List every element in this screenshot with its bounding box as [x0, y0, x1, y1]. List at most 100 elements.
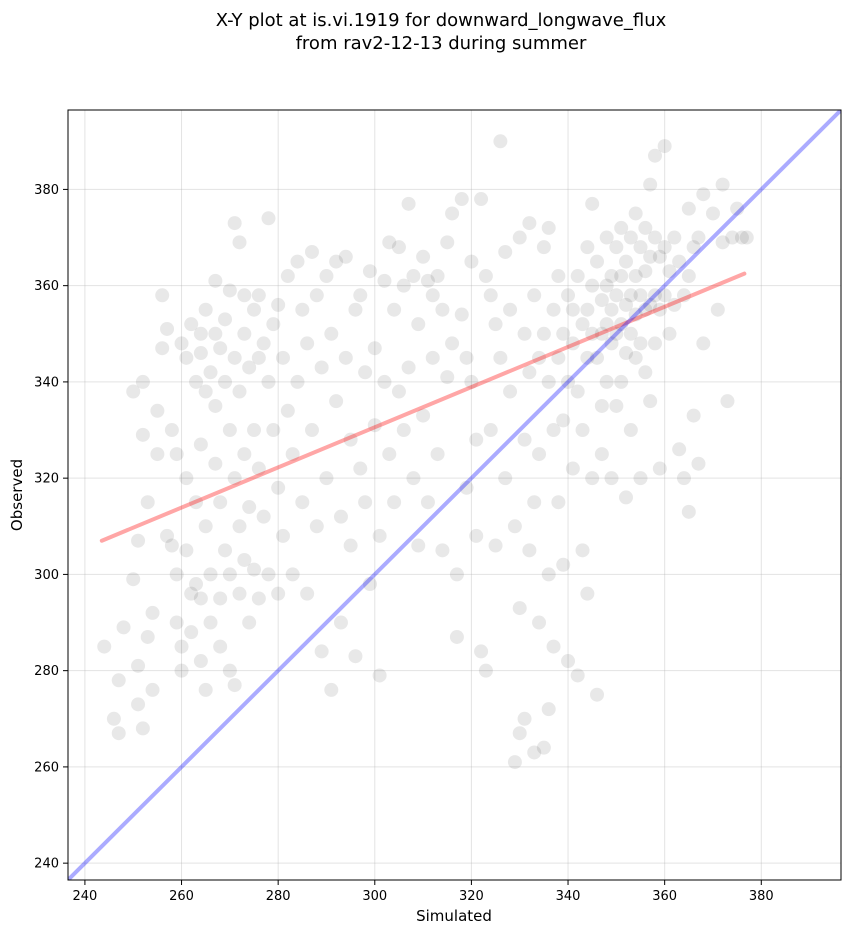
data-point	[411, 317, 426, 332]
data-point	[575, 543, 590, 558]
data-point	[401, 360, 416, 375]
data-point	[459, 350, 474, 365]
data-point	[681, 201, 696, 216]
data-point	[580, 586, 595, 601]
x-tick-label: 280	[266, 889, 291, 904]
data-point	[198, 682, 213, 697]
data-point	[478, 269, 493, 284]
data-point	[227, 216, 242, 231]
data-point	[155, 288, 170, 303]
data-point	[319, 269, 334, 284]
data-point	[628, 350, 643, 365]
data-point	[609, 398, 624, 413]
data-point	[193, 346, 208, 361]
data-point	[657, 139, 672, 154]
data-point	[208, 326, 223, 341]
x-tick-label: 340	[556, 889, 581, 904]
x-axis-label: Simulated	[416, 907, 492, 925]
data-point	[512, 230, 527, 245]
data-point	[638, 365, 653, 380]
data-point	[314, 360, 329, 375]
data-point	[541, 220, 556, 235]
data-point	[411, 538, 426, 553]
data-point	[580, 240, 595, 255]
data-point	[184, 586, 199, 601]
data-point	[111, 726, 126, 741]
data-point	[561, 288, 576, 303]
data-point	[169, 567, 184, 582]
data-point	[734, 230, 749, 245]
data-point	[111, 673, 126, 688]
data-point	[237, 447, 252, 462]
data-point	[227, 350, 242, 365]
data-point	[372, 668, 387, 683]
data-point	[304, 423, 319, 438]
data-point	[237, 288, 252, 303]
data-point	[131, 533, 146, 548]
data-point	[662, 264, 677, 279]
data-point	[599, 374, 614, 389]
data-point	[251, 288, 266, 303]
data-point	[662, 326, 677, 341]
data-point	[575, 317, 590, 332]
data-point	[232, 519, 247, 534]
x-axis-ticks: 240 260 280 300 320 340 360 380	[72, 880, 774, 904]
data-point	[218, 374, 233, 389]
data-point	[430, 269, 445, 284]
data-point	[391, 384, 406, 399]
y-tick-label: 300	[34, 568, 59, 583]
data-point	[333, 615, 348, 630]
data-point	[179, 471, 194, 486]
data-point	[290, 374, 305, 389]
data-point	[222, 423, 237, 438]
data-point	[208, 456, 223, 471]
data-point	[619, 254, 634, 269]
data-point	[696, 336, 711, 351]
data-point	[474, 644, 489, 659]
data-point	[647, 230, 662, 245]
data-point	[324, 682, 339, 697]
data-point	[580, 350, 595, 365]
data-point	[517, 432, 532, 447]
data-point	[507, 519, 522, 534]
data-point	[295, 302, 310, 317]
data-point	[237, 326, 252, 341]
data-point	[348, 302, 363, 317]
data-point	[657, 288, 672, 303]
data-point	[633, 471, 648, 486]
data-point	[367, 418, 382, 433]
data-point	[676, 288, 691, 303]
data-point	[193, 326, 208, 341]
data-point	[686, 408, 701, 423]
data-point	[498, 471, 513, 486]
data-point	[218, 543, 233, 558]
data-point	[628, 206, 643, 221]
data-point	[440, 370, 455, 385]
data-point	[483, 288, 498, 303]
data-point	[160, 321, 175, 336]
data-point	[594, 326, 609, 341]
data-point	[454, 307, 469, 322]
data-point	[609, 288, 624, 303]
data-point	[242, 615, 257, 630]
regression-line	[99, 271, 747, 543]
data-point	[619, 490, 634, 505]
data-point	[536, 240, 551, 255]
data-point	[725, 230, 740, 245]
data-point	[556, 557, 571, 572]
identity-line	[68, 110, 841, 880]
data-point	[377, 374, 392, 389]
data-point	[672, 442, 687, 457]
data-point	[256, 336, 271, 351]
data-point	[184, 317, 199, 332]
data-point	[266, 317, 281, 332]
y-tick-label: 340	[34, 375, 59, 390]
data-point	[213, 639, 228, 654]
y-tick-label: 280	[34, 664, 59, 679]
data-point	[189, 374, 204, 389]
data-point	[449, 567, 464, 582]
data-point	[643, 394, 658, 409]
data-point	[362, 577, 377, 592]
data-point	[541, 567, 556, 582]
data-point	[271, 480, 286, 495]
